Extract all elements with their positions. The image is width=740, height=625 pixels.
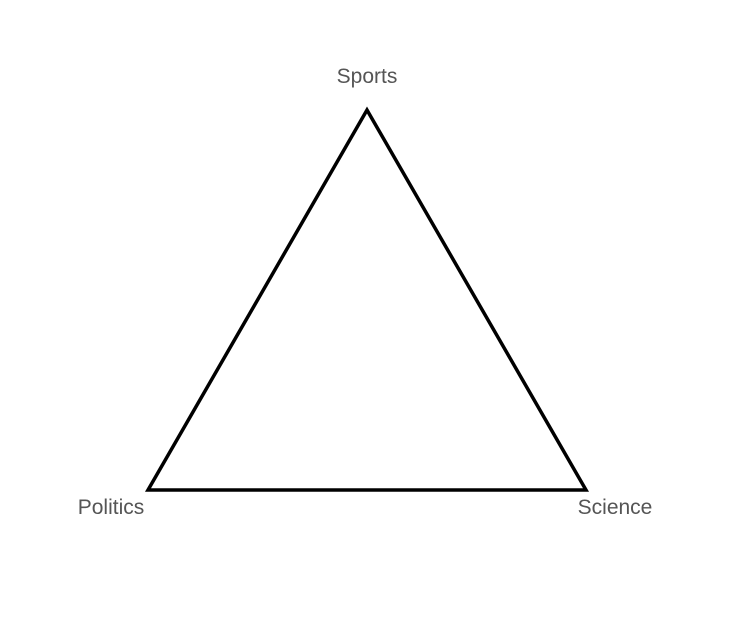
vertex-label-bottom-left: Politics — [78, 496, 145, 519]
vertex-label-top: Sports — [337, 65, 398, 88]
vertex-label-bottom-right: Science — [578, 496, 653, 519]
triangle-outline — [144, 106, 590, 492]
